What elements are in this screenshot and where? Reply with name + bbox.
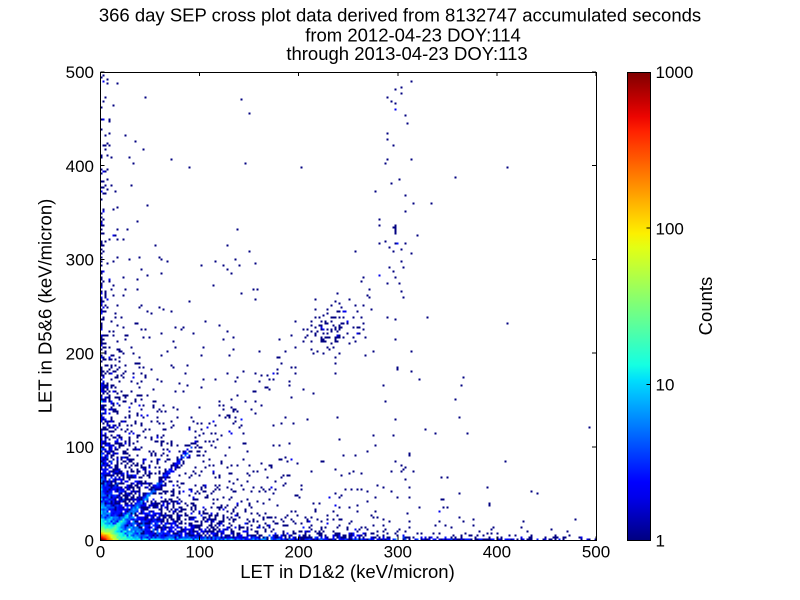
svg-text:from 2012-04-23 DOY:114: from 2012-04-23 DOY:114 <box>305 25 521 46</box>
svg-text:366 day SEP cross plot data de: 366 day SEP cross plot data derived from… <box>99 5 701 26</box>
svg-text:100: 100 <box>656 219 684 238</box>
svg-text:1: 1 <box>656 532 665 551</box>
svg-text:100: 100 <box>185 543 213 562</box>
svg-text:500: 500 <box>582 543 610 562</box>
svg-text:400: 400 <box>66 157 94 176</box>
svg-text:0: 0 <box>96 543 105 562</box>
svg-text:1000: 1000 <box>656 63 694 82</box>
svg-text:500: 500 <box>66 63 94 82</box>
svg-text:200: 200 <box>285 543 313 562</box>
svg-text:10: 10 <box>656 376 675 395</box>
svg-text:300: 300 <box>66 251 94 270</box>
svg-text:300: 300 <box>384 543 412 562</box>
svg-text:Counts: Counts <box>695 277 716 336</box>
svg-text:200: 200 <box>66 344 94 363</box>
svg-text:LET in D5&6 (keV/micron): LET in D5&6 (keV/micron) <box>35 199 56 414</box>
svg-text:LET in D1&2 (keV/micron): LET in D1&2 (keV/micron) <box>240 561 455 582</box>
svg-text:0: 0 <box>85 532 94 551</box>
svg-text:through 2013-04-23 DOY:113: through 2013-04-23 DOY:113 <box>286 43 527 64</box>
svg-text:400: 400 <box>483 543 511 562</box>
svg-text:100: 100 <box>66 438 94 457</box>
